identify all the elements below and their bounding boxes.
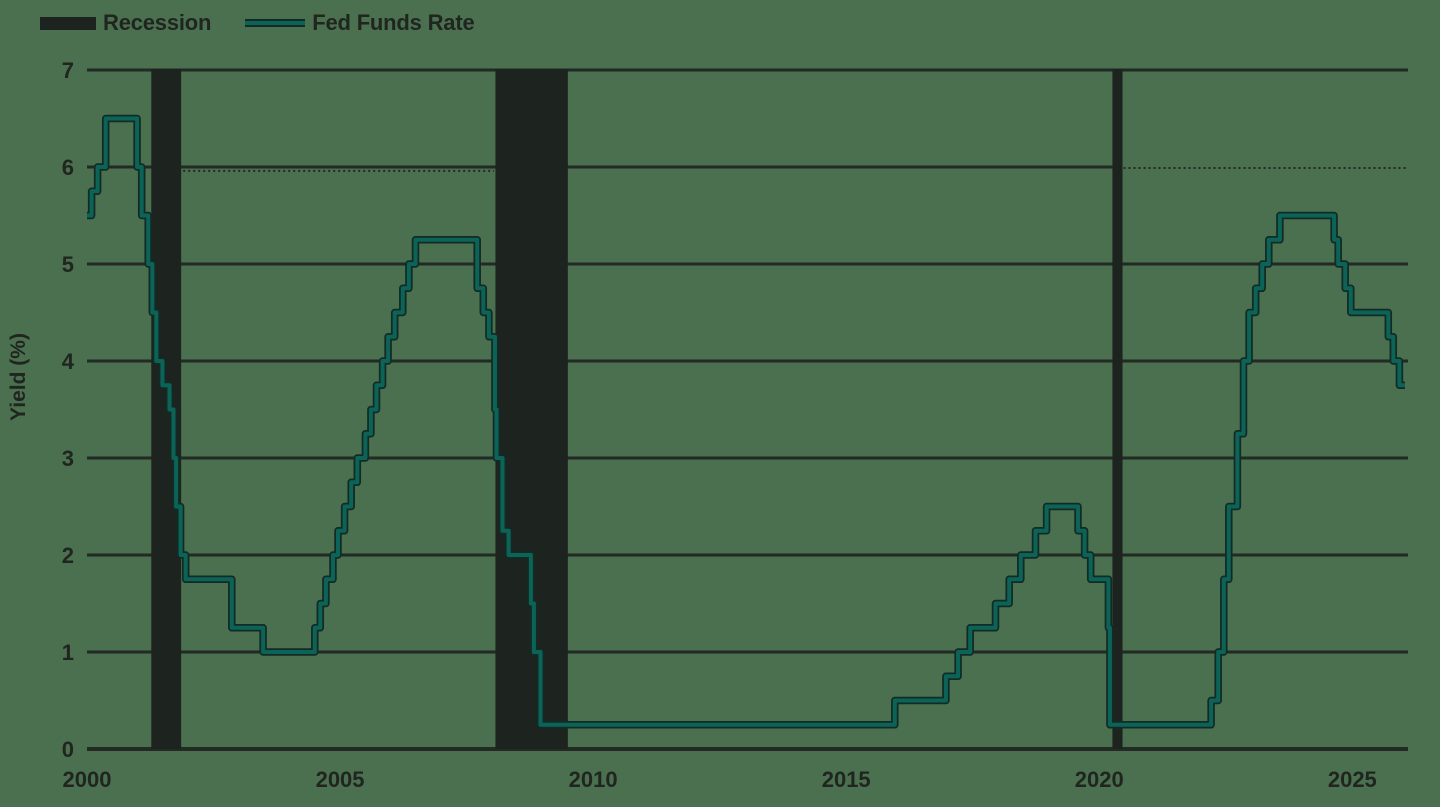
y-tick-label-7: 7: [62, 58, 74, 83]
x-tick-label-2025: 2025: [1328, 767, 1377, 792]
line-swatch-icon: [245, 19, 306, 27]
y-tick-label-6: 6: [62, 155, 74, 180]
y-tick-label-3: 3: [62, 446, 74, 471]
y-tick-label-4: 4: [62, 349, 75, 374]
fed-funds-line-outline: [87, 114, 1405, 729]
recession-swatch-icon: [40, 16, 96, 30]
legend-item-recession: Recession: [40, 10, 211, 36]
legend: Recession Fed Funds Rate: [40, 10, 475, 36]
legend-label-recession: Recession: [103, 10, 212, 35]
y-tick-label-0: 0: [62, 737, 74, 762]
y-tick-label-5: 5: [62, 252, 74, 277]
y-tick-label-2: 2: [62, 543, 74, 568]
legend-item-fed-funds-rate: Fed Funds Rate: [245, 10, 475, 36]
x-tick-label-2010: 2010: [569, 767, 618, 792]
y-tick-label-1: 1: [62, 640, 74, 665]
x-tick-label-2015: 2015: [822, 767, 871, 792]
x-tick-label-2000: 2000: [63, 767, 112, 792]
fed-funds-line: [87, 116, 1405, 727]
x-tick-label-2020: 2020: [1075, 767, 1124, 792]
x-tick-label-2005: 2005: [316, 767, 365, 792]
legend-label-fed-funds-rate: Fed Funds Rate: [312, 10, 475, 35]
recession-band-2: [1112, 69, 1123, 749]
